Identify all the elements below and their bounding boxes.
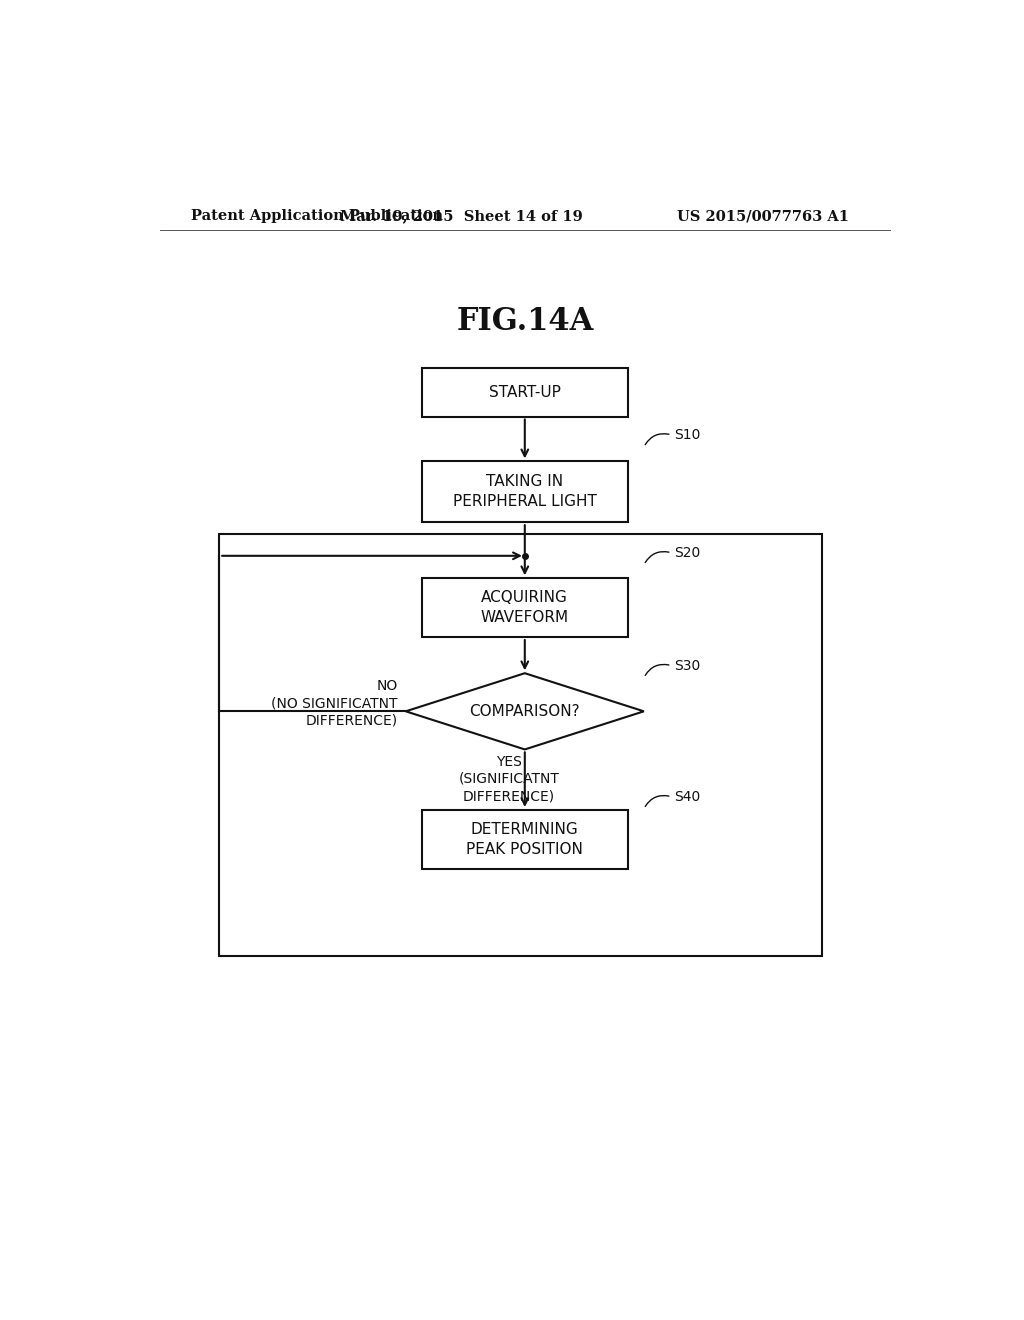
FancyBboxPatch shape — [219, 535, 822, 956]
Text: S20: S20 — [674, 545, 700, 560]
Text: FIG.14A: FIG.14A — [456, 305, 594, 337]
Polygon shape — [406, 673, 644, 750]
Text: START-UP: START-UP — [488, 384, 561, 400]
Text: S40: S40 — [674, 789, 700, 804]
Text: YES
(SIGNIFICATNT
DIFFERENCE): YES (SIGNIFICATNT DIFFERENCE) — [459, 755, 559, 803]
Text: Mar. 19, 2015  Sheet 14 of 19: Mar. 19, 2015 Sheet 14 of 19 — [340, 210, 583, 223]
Text: Patent Application Publication: Patent Application Publication — [191, 210, 443, 223]
Text: TAKING IN
PERIPHERAL LIGHT: TAKING IN PERIPHERAL LIGHT — [453, 474, 597, 510]
Text: DETERMINING
PEAK POSITION: DETERMINING PEAK POSITION — [466, 822, 584, 857]
FancyBboxPatch shape — [422, 368, 628, 417]
Text: S30: S30 — [674, 659, 700, 673]
FancyBboxPatch shape — [422, 578, 628, 638]
Text: ACQUIRING
WAVEFORM: ACQUIRING WAVEFORM — [480, 590, 569, 626]
FancyBboxPatch shape — [422, 810, 628, 869]
Text: S10: S10 — [674, 428, 700, 442]
FancyBboxPatch shape — [422, 461, 628, 523]
Text: US 2015/0077763 A1: US 2015/0077763 A1 — [677, 210, 849, 223]
Text: COMPARISON?: COMPARISON? — [469, 704, 581, 719]
Text: NO
(NO SIGNIFICATNT
DIFFERENCE): NO (NO SIGNIFICATNT DIFFERENCE) — [271, 678, 397, 727]
